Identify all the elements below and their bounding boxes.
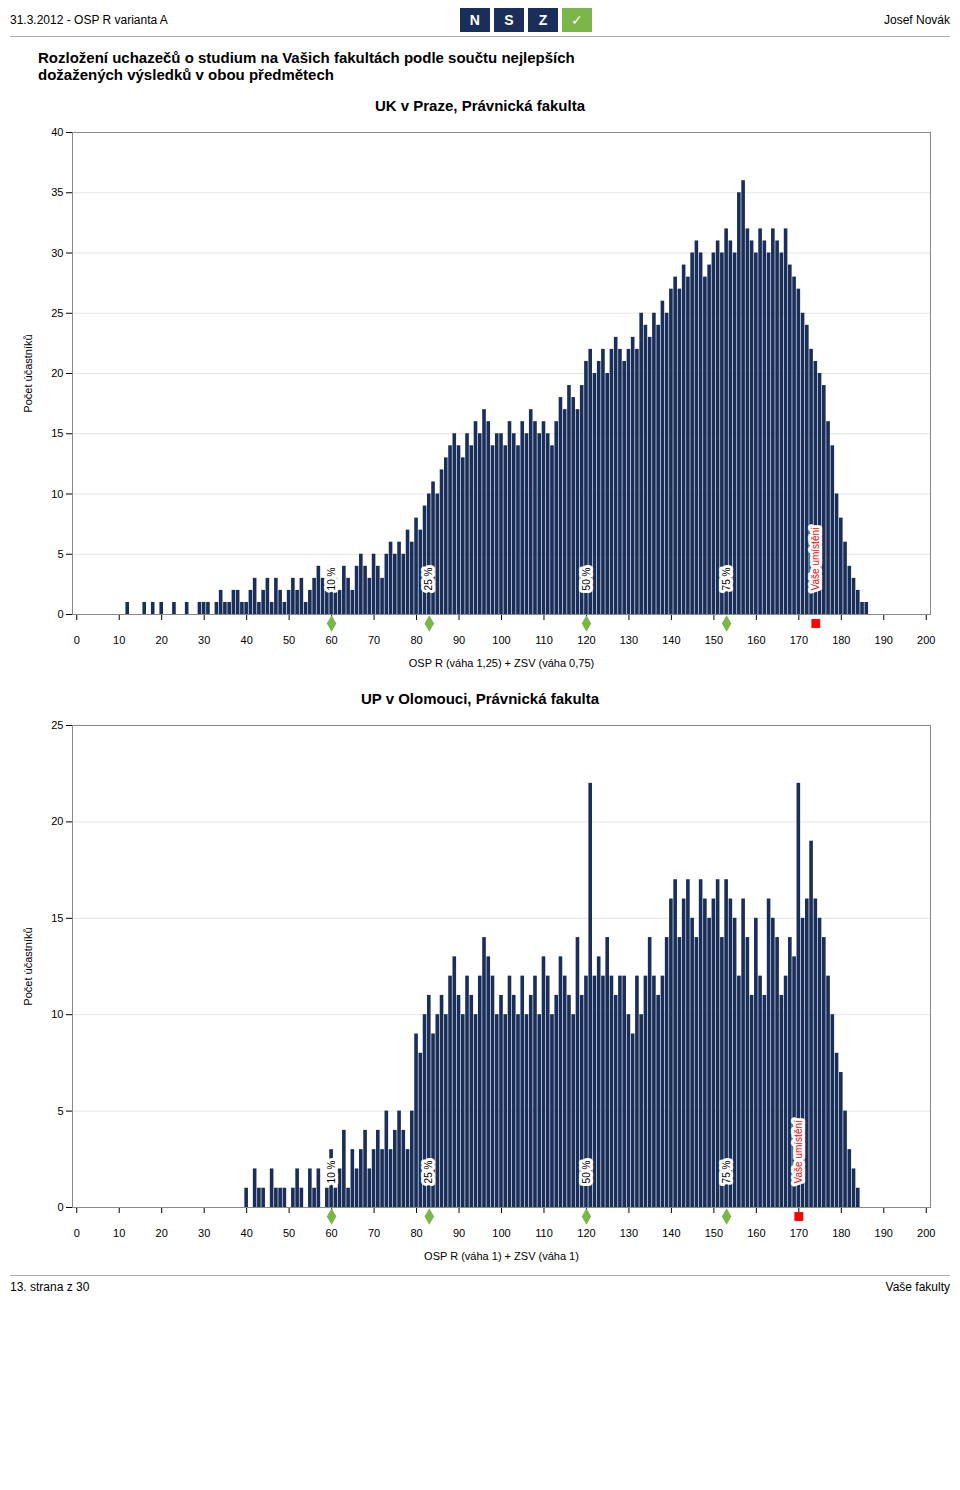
svg-text:OSP R (váha 1) + ZSV (váha 1): OSP R (váha 1) + ZSV (váha 1) (424, 1250, 579, 1262)
svg-text:10: 10 (51, 1008, 63, 1020)
svg-text:10: 10 (113, 1227, 125, 1239)
svg-text:180: 180 (832, 1227, 850, 1239)
svg-text:100: 100 (492, 634, 510, 646)
svg-text:20: 20 (51, 815, 63, 827)
svg-text:190: 190 (875, 1227, 893, 1239)
svg-text:10: 10 (113, 634, 125, 646)
svg-text:15: 15 (51, 912, 63, 924)
svg-text:110: 110 (535, 1227, 553, 1239)
svg-text:15: 15 (51, 427, 63, 439)
svg-text:20: 20 (156, 634, 168, 646)
svg-text:Počet účastníků: Počet účastníků (22, 927, 34, 1005)
svg-text:100: 100 (492, 1227, 510, 1239)
html-text:Vaše fakulty: Vaše fakulty (885, 1280, 950, 1294)
svg-text:10 %: 10 % (326, 1160, 337, 1183)
svg-text:25: 25 (51, 719, 63, 731)
svg-text:75 %: 75 % (721, 1160, 732, 1183)
svg-text:70: 70 (368, 1227, 380, 1239)
svg-text:20: 20 (156, 1227, 168, 1239)
svg-text:140: 140 (662, 634, 680, 646)
svg-text:60: 60 (325, 1227, 337, 1239)
svg-text:30: 30 (198, 1227, 210, 1239)
html-text:31.3.2012 - OSP R varianta A: 31.3.2012 - OSP R varianta A (10, 13, 168, 27)
svg-text:170: 170 (790, 634, 808, 646)
svg-text:80: 80 (410, 1227, 422, 1239)
svg-text:10: 10 (51, 488, 63, 500)
svg-text:Vaše umístění: Vaše umístění (810, 527, 821, 590)
svg-text:80: 80 (410, 634, 422, 646)
svg-text:90: 90 (453, 634, 465, 646)
svg-text:60: 60 (325, 634, 337, 646)
svg-text:50: 50 (283, 1227, 295, 1239)
html-text:Z: Z (538, 12, 548, 28)
svg-text:170: 170 (790, 1227, 808, 1239)
svg-text:30: 30 (198, 634, 210, 646)
svg-text:120: 120 (577, 634, 595, 646)
svg-text:Počet účastníků: Počet účastníků (22, 334, 34, 412)
svg-text:110: 110 (535, 634, 553, 646)
svg-text:200: 200 (917, 634, 935, 646)
svg-text:160: 160 (747, 634, 765, 646)
svg-text:75 %: 75 % (721, 567, 732, 590)
svg-text:150: 150 (705, 634, 723, 646)
html-text:N: N (469, 12, 480, 28)
svg-text:35: 35 (51, 186, 63, 198)
svg-text:50: 50 (283, 634, 295, 646)
svg-text:25: 25 (51, 307, 63, 319)
svg-text:200: 200 (917, 1227, 935, 1239)
svg-text:Vaše umístění: Vaše umístění (793, 1120, 804, 1183)
svg-text:150: 150 (705, 1227, 723, 1239)
svg-text:10 %: 10 % (326, 567, 337, 590)
svg-text:0: 0 (57, 608, 63, 620)
svg-text:140: 140 (662, 1227, 680, 1239)
html-text:UP v Olomouci, Právnická fakul: UP v Olomouci, Právnická fakulta (360, 690, 600, 707)
svg-text:190: 190 (875, 634, 893, 646)
svg-text:70: 70 (368, 634, 380, 646)
html-text:13. strana z 30: 13. strana z 30 (10, 1280, 90, 1294)
svg-text:0: 0 (74, 634, 80, 646)
svg-text:5: 5 (57, 548, 63, 560)
svg-text:160: 160 (747, 1227, 765, 1239)
svg-text:50 %: 50 % (581, 567, 592, 590)
svg-text:120: 120 (577, 1227, 595, 1239)
svg-text:130: 130 (620, 1227, 638, 1239)
svg-text:180: 180 (832, 634, 850, 646)
svg-text:20: 20 (51, 367, 63, 379)
svg-text:25 %: 25 % (423, 1160, 434, 1183)
svg-text:OSP R (váha 1,25) + ZSV (váha: OSP R (váha 1,25) + ZSV (váha 0,75) (409, 657, 594, 669)
html-text:UK v Praze, Právnická fakulta: UK v Praze, Právnická fakulta (374, 97, 585, 114)
svg-text:40: 40 (241, 1227, 253, 1239)
html-text:dožažených výsledků v obou pře: dožažených výsledků v obou předmětech (38, 66, 334, 83)
svg-text:130: 130 (620, 634, 638, 646)
html-text:Josef Novák: Josef Novák (884, 13, 950, 27)
svg-text:40: 40 (51, 126, 63, 138)
svg-text:90: 90 (453, 1227, 465, 1239)
svg-text:0: 0 (74, 1227, 80, 1239)
svg-text:5: 5 (57, 1105, 63, 1117)
svg-text:40: 40 (241, 634, 253, 646)
svg-text:0: 0 (57, 1201, 63, 1213)
html-text:Rozložení uchazečů o studium n: Rozložení uchazečů o studium na Vašich f… (38, 49, 575, 66)
svg-text:25 %: 25 % (423, 567, 434, 590)
svg-text:50 %: 50 % (581, 1160, 592, 1183)
html-text:S: S (504, 12, 514, 28)
svg-text:30: 30 (51, 247, 63, 259)
